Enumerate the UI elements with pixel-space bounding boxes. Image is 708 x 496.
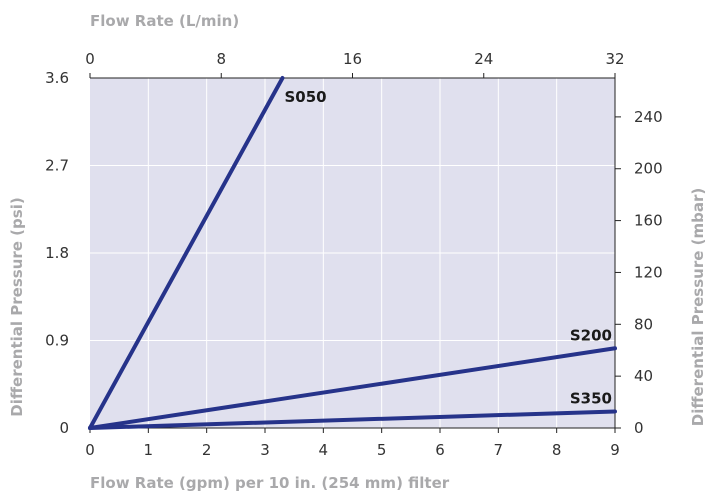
grid [90, 78, 615, 428]
tick-labels: 0 1 2 3 4 5 6 7 8 90 8 16 24 3200.91.82.73.6040801201… [45, 50, 663, 459]
x2-tick-label: 16 [343, 50, 362, 68]
x2-tick-label: 0 [85, 50, 95, 68]
x-tick-label: 3 [260, 441, 270, 459]
x-tick-label: 6 [435, 441, 445, 459]
y2-tick-label: 200 [634, 160, 663, 178]
series-line-s200 [88, 346, 617, 430]
y2-tick-label: 40 [634, 367, 653, 385]
y2-axis-title: Differential Pressure (mbar) [689, 188, 707, 426]
x-tick-label: 7 [494, 441, 504, 459]
y2-tick-label: 80 [634, 315, 653, 333]
series-label-s050: S050 [285, 88, 327, 106]
series-label-s200: S200 [570, 326, 612, 344]
axes [89, 73, 621, 433]
x2-tick-label: 32 [605, 50, 624, 68]
x2-tick-label: 24 [474, 50, 493, 68]
y-tick-label: 3.6 [45, 69, 69, 87]
y-tick-label: 1.8 [45, 244, 69, 262]
x-tick-label: 8 [552, 441, 562, 459]
series-lines [88, 76, 617, 430]
series-labels: S050 S200 S350 [285, 88, 613, 407]
series-label-s350: S350 [570, 389, 612, 407]
x-tick-label: 1 [144, 441, 154, 459]
y-axis-title: Differential Pressure (psi) [8, 197, 26, 416]
x2-tick-label: 8 [216, 50, 226, 68]
y-tick-label: 2.7 [45, 157, 69, 175]
x2-axis-title: Flow Rate (L/min) [90, 12, 239, 30]
x-tick-label: 0 [85, 441, 95, 459]
x-tick-label: 4 [319, 441, 329, 459]
x-tick-label: 5 [377, 441, 387, 459]
y-tick-label: 0 [59, 419, 69, 437]
y2-tick-label: 160 [634, 212, 663, 230]
series-line-s350 [88, 409, 617, 430]
y2-tick-label: 120 [634, 263, 663, 281]
y-tick-label: 0.9 [45, 332, 69, 350]
y2-tick-label: 240 [634, 108, 663, 126]
x-axis-title: Flow Rate (gpm) per 10 in. (254 mm) filt… [90, 474, 450, 492]
y2-tick-label: 0 [634, 419, 644, 437]
x-tick-label: 9 [610, 441, 620, 459]
series-line-s050 [88, 76, 285, 430]
x-tick-label: 2 [202, 441, 212, 459]
